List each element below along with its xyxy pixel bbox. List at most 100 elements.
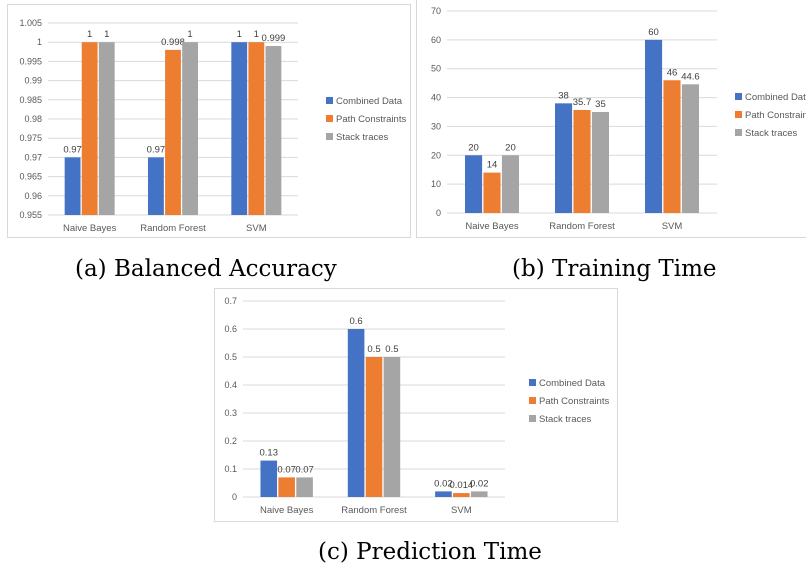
data-label: 0.5 <box>385 344 398 355</box>
bar <box>278 477 295 497</box>
y-tick-label: 60 <box>431 35 441 45</box>
legend-label: Path Constraints <box>336 114 406 125</box>
bar <box>98 42 115 216</box>
data-label: 0.6 <box>349 316 362 327</box>
legend-swatch <box>735 111 742 118</box>
y-tick-label: 0.6 <box>224 324 237 334</box>
y-tick-label: 0.4 <box>224 380 237 390</box>
data-label: 1 <box>104 29 109 40</box>
y-tick-label: 30 <box>431 121 441 131</box>
y-tick-label: 0.7 <box>224 296 237 306</box>
data-label: 0.014 <box>449 480 473 491</box>
y-tick-label: 0.1 <box>224 464 237 474</box>
category-label: Naive Bayes <box>260 505 314 516</box>
bar <box>465 155 483 213</box>
data-label: 0.13 <box>260 448 279 459</box>
legend-label: Stack traces <box>539 414 592 425</box>
data-label: 1 <box>87 29 92 40</box>
bar <box>453 493 470 497</box>
data-label: 14 <box>487 160 498 171</box>
data-label: 0.07 <box>277 464 296 475</box>
bar <box>435 491 452 497</box>
data-label: 38 <box>558 90 569 101</box>
category-label: Random Forest <box>549 221 615 232</box>
bar <box>555 103 573 213</box>
bar <box>645 39 663 213</box>
bar <box>81 42 98 216</box>
data-label: 0.02 <box>434 478 453 489</box>
data-label: 0.999 <box>262 33 286 44</box>
data-label: 0.97 <box>147 144 166 155</box>
data-label: 35 <box>595 99 606 110</box>
y-tick-label: 0.96 <box>24 191 42 201</box>
y-tick-label: 0.995 <box>19 56 42 66</box>
category-label: Random Forest <box>140 223 206 234</box>
category-label: SVM <box>451 505 472 516</box>
data-label: 1 <box>237 29 242 40</box>
y-tick-label: 50 <box>431 64 441 74</box>
category-label: SVM <box>246 223 267 234</box>
bar <box>365 357 383 497</box>
data-label: 60 <box>648 27 659 38</box>
data-label: 1 <box>187 29 192 40</box>
caption-c: (c) Prediction Time <box>318 539 542 565</box>
legend-swatch <box>326 133 333 140</box>
chart-balanced-accuracy: 0.955 0.96 0.965 0.97 0.975 0.98 0.985 0.99 0.99… <box>19 18 406 234</box>
legend-label: Stack traces <box>336 132 389 143</box>
chart-panel-prediction-time: 0 0.1 0.2 0.3 0.4 0.5 0.6 0.7 0.13 0.07 0.07 Naive … <box>214 288 618 522</box>
y-tick-label: 0.965 <box>19 172 42 182</box>
legend-label: Combined Data <box>539 378 606 389</box>
legend-swatch <box>529 379 536 386</box>
legend-swatch <box>735 93 742 100</box>
legend-label: Combined Data <box>336 96 403 107</box>
data-label: 0.5 <box>367 344 380 355</box>
y-tick-label: 20 <box>431 150 441 160</box>
data-label: 1 <box>254 29 259 40</box>
legend-label: Path Constraints <box>539 396 609 407</box>
legend-swatch <box>326 115 333 122</box>
bar <box>663 80 681 213</box>
bar <box>148 157 164 215</box>
data-label: 0.07 <box>295 464 314 475</box>
legend-swatch <box>529 415 536 422</box>
category-label: Naive Bayes <box>63 223 117 234</box>
category-label: Random Forest <box>341 505 407 516</box>
y-tick-label: 10 <box>431 179 441 189</box>
y-tick-label: 1.005 <box>19 18 42 28</box>
bar <box>681 84 699 213</box>
legend-swatch <box>326 97 333 104</box>
bar <box>591 112 609 213</box>
bar <box>231 42 248 216</box>
bar <box>165 49 181 215</box>
y-tick-label: 0.985 <box>19 95 42 105</box>
y-tick-label: 0.98 <box>24 114 42 124</box>
legend-label: Stack traces <box>745 128 798 139</box>
y-tick-label: 0 <box>436 208 441 218</box>
caption-b: (b) Training Time <box>512 256 717 282</box>
bar <box>296 477 313 497</box>
bar <box>347 329 365 497</box>
y-tick-label: 0.955 <box>19 210 42 220</box>
chart-prediction-time: 0 0.1 0.2 0.3 0.4 0.5 0.6 0.7 0.13 0.07 0.07 Naive … <box>224 296 609 516</box>
bar <box>265 46 282 215</box>
y-tick-label: 70 <box>431 6 441 16</box>
data-label: 20 <box>468 142 479 153</box>
y-tick-label: 0.2 <box>224 436 237 446</box>
data-label: 44.6 <box>681 71 700 82</box>
data-label: 0.998 <box>161 37 185 48</box>
bar <box>470 491 488 497</box>
y-tick-label: 1 <box>37 37 42 47</box>
data-label: 20 <box>505 142 516 153</box>
chart-training-time: 0 10 20 30 40 50 60 70 20 14 20 Naive Bayes 38 35.7 35… <box>431 6 806 232</box>
bar <box>383 357 401 497</box>
bar <box>483 172 501 213</box>
y-tick-label: 0.3 <box>224 408 237 418</box>
category-label: SVM <box>662 221 683 232</box>
data-label: 0.02 <box>470 478 489 489</box>
y-tick-label: 0.975 <box>19 133 42 143</box>
bar <box>260 460 278 497</box>
y-tick-label: 0.99 <box>24 76 42 86</box>
data-label: 0.97 <box>63 144 82 155</box>
caption-a: (a) Balanced Accuracy <box>75 256 337 282</box>
y-tick-label: 0 <box>232 492 237 502</box>
